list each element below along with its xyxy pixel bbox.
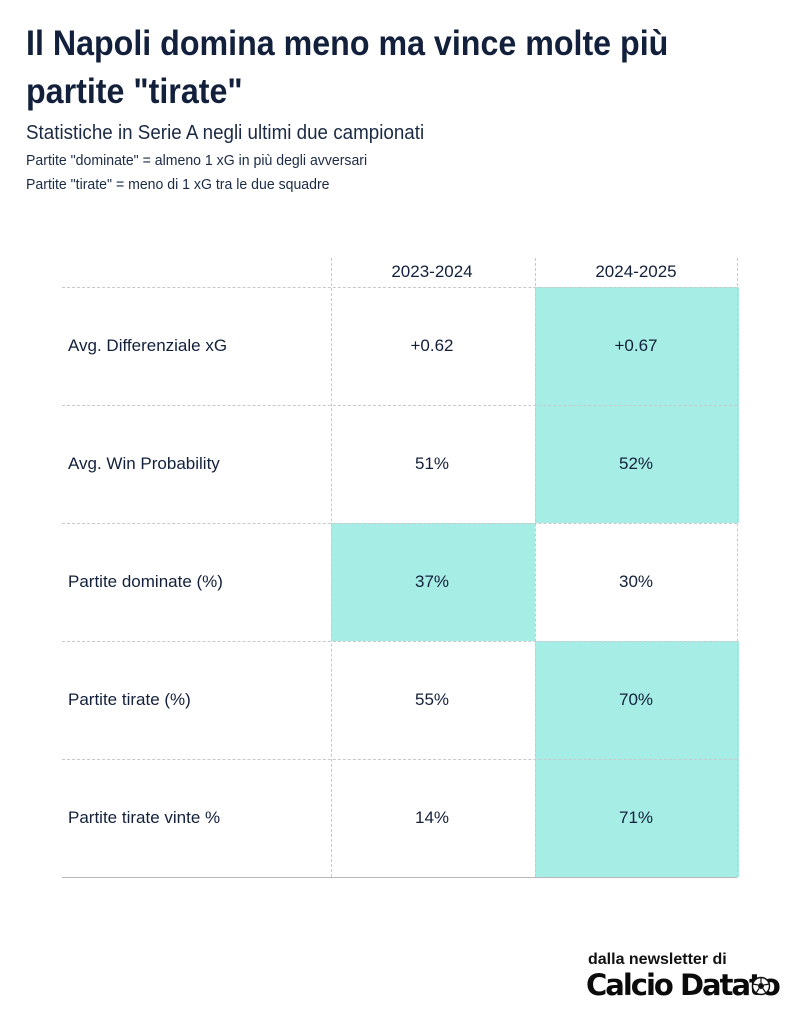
row-label: Avg. Win Probability bbox=[68, 454, 220, 473]
grid-line-vertical bbox=[737, 258, 738, 877]
table-value: +0.67 bbox=[614, 336, 658, 355]
grid-line-horizontal bbox=[62, 523, 737, 524]
column-header: 2023-2024 bbox=[391, 262, 473, 281]
grid-line-horizontal bbox=[62, 287, 737, 288]
table-value: 30% bbox=[618, 572, 654, 591]
title-line-2: partite "tirate" bbox=[26, 72, 243, 111]
grid-line-horizontal bbox=[62, 759, 737, 760]
column-header: 2024-2025 bbox=[595, 262, 677, 281]
brand-logo: Calcio Datato bbox=[586, 968, 781, 1002]
highlight-cell bbox=[331, 523, 535, 641]
table-value: 70% bbox=[618, 690, 654, 709]
table-value: 14% bbox=[414, 808, 450, 827]
row-label: Partite dominate (%) bbox=[68, 572, 223, 591]
row-label: Avg. Differenziale xG bbox=[68, 336, 228, 355]
chart-title: Il Napoli domina meno ma vince molte più… bbox=[26, 20, 707, 116]
table-value: +0.62 bbox=[410, 336, 454, 355]
definition-note-dominate: Partite "dominate" = almeno 1 xG in più … bbox=[26, 152, 368, 169]
grid-line-horizontal bbox=[62, 641, 737, 642]
football-icon bbox=[751, 976, 771, 996]
chart-subtitle: Statistiche in Serie A negli ultimi due … bbox=[26, 122, 425, 144]
grid-line-horizontal bbox=[62, 405, 737, 406]
grid-line-vertical bbox=[331, 258, 332, 877]
highlight-cell bbox=[535, 759, 739, 877]
row-label: Partite tirate vinte % bbox=[68, 808, 221, 827]
table-value: 55% bbox=[414, 690, 450, 709]
row-label: Partite tirate (%) bbox=[68, 690, 191, 709]
table-value: 52% bbox=[618, 454, 654, 473]
definition-note-tirate: Partite "tirate" = meno di 1 xG tra le d… bbox=[26, 176, 330, 193]
title-line-1: Il Napoli domina meno ma vince molte più bbox=[26, 24, 669, 63]
highlight-cell bbox=[535, 405, 739, 523]
source-prefix: dalla newsletter di bbox=[588, 951, 727, 968]
grid-line-vertical bbox=[535, 258, 536, 877]
grid-line-horizontal bbox=[62, 877, 737, 878]
highlight-cell bbox=[535, 287, 739, 405]
table-value: 51% bbox=[414, 454, 450, 473]
table-value: 71% bbox=[618, 808, 654, 827]
table-value: 37% bbox=[414, 572, 450, 591]
highlight-cell bbox=[535, 641, 739, 759]
